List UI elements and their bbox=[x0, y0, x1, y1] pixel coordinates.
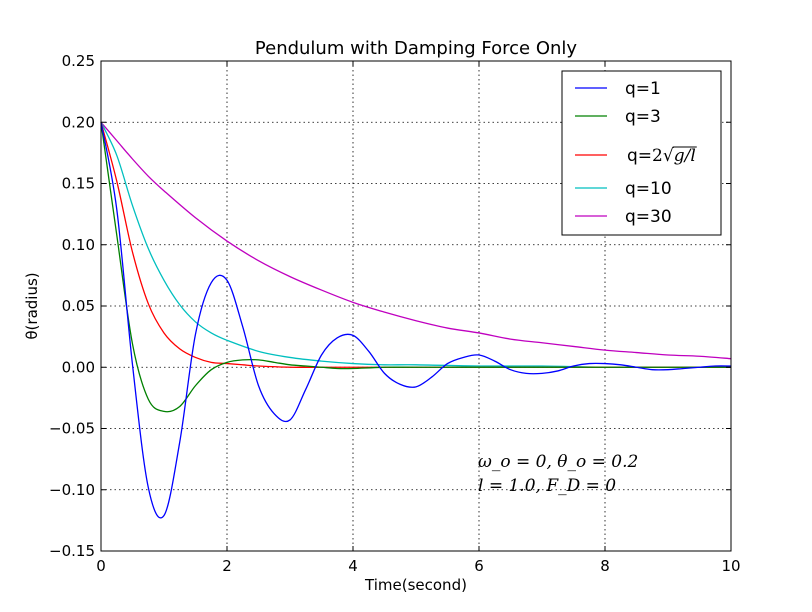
x-tick-label: 4 bbox=[348, 557, 358, 575]
series-lines bbox=[100, 121, 732, 519]
legend-entry-label: q=10 bbox=[625, 179, 672, 199]
y-tick-label: 0.05 bbox=[62, 297, 95, 315]
series-line-q-10 bbox=[100, 121, 731, 368]
legend-box bbox=[561, 70, 722, 236]
legend-entry-label: q=1 bbox=[625, 79, 661, 99]
y-axis-label: θ(radius) bbox=[23, 272, 41, 339]
y-tick-label: −0.15 bbox=[49, 542, 95, 560]
x-tick-label: 8 bbox=[600, 557, 610, 575]
ticks bbox=[100, 60, 732, 552]
x-tick-label: 10 bbox=[721, 557, 740, 575]
x-tick-label: 0 bbox=[96, 557, 106, 575]
series-line-q-3 bbox=[100, 122, 731, 413]
y-tick-label: 0.10 bbox=[62, 236, 95, 254]
y-tick-label: −0.10 bbox=[49, 481, 95, 499]
legend: q=1 q=3 q=2√g/l q=10 q=30 bbox=[561, 70, 722, 236]
series-line-q-1 bbox=[100, 122, 732, 519]
annotation-line-1: ω_o = 0, θ_o = 0.2 bbox=[478, 452, 638, 472]
y-tick-labels: −0.15 −0.10 −0.05 0.00 0.05 0.10 0.15 0.20 0.25 bbox=[49, 52, 95, 560]
x-tick-label: 2 bbox=[222, 557, 232, 575]
chart-title: Pendulum with Damping Force Only bbox=[255, 38, 578, 59]
series-line-q-30 bbox=[100, 121, 732, 360]
legend-entry-label: q=30 bbox=[625, 207, 672, 227]
legend-entry-label: q=3 bbox=[625, 107, 661, 127]
x-tick-label: 6 bbox=[474, 557, 484, 575]
annotation: ω_o = 0, θ_o = 0.2 l = 1.0, F_D = 0 bbox=[478, 452, 638, 496]
y-tick-label: −0.05 bbox=[49, 420, 95, 438]
y-tick-label: 0.20 bbox=[62, 113, 95, 131]
x-axis-label: Time(second) bbox=[364, 576, 467, 594]
y-tick-label: 0.25 bbox=[62, 52, 95, 70]
legend-entry-label: q=2√g/l bbox=[627, 146, 696, 166]
y-tick-label: 0.00 bbox=[62, 358, 95, 376]
y-tick-label: 0.15 bbox=[62, 175, 95, 193]
x-tick-labels: 0 2 4 6 8 10 bbox=[96, 557, 740, 575]
annotation-line-2: l = 1.0, F_D = 0 bbox=[478, 476, 616, 496]
